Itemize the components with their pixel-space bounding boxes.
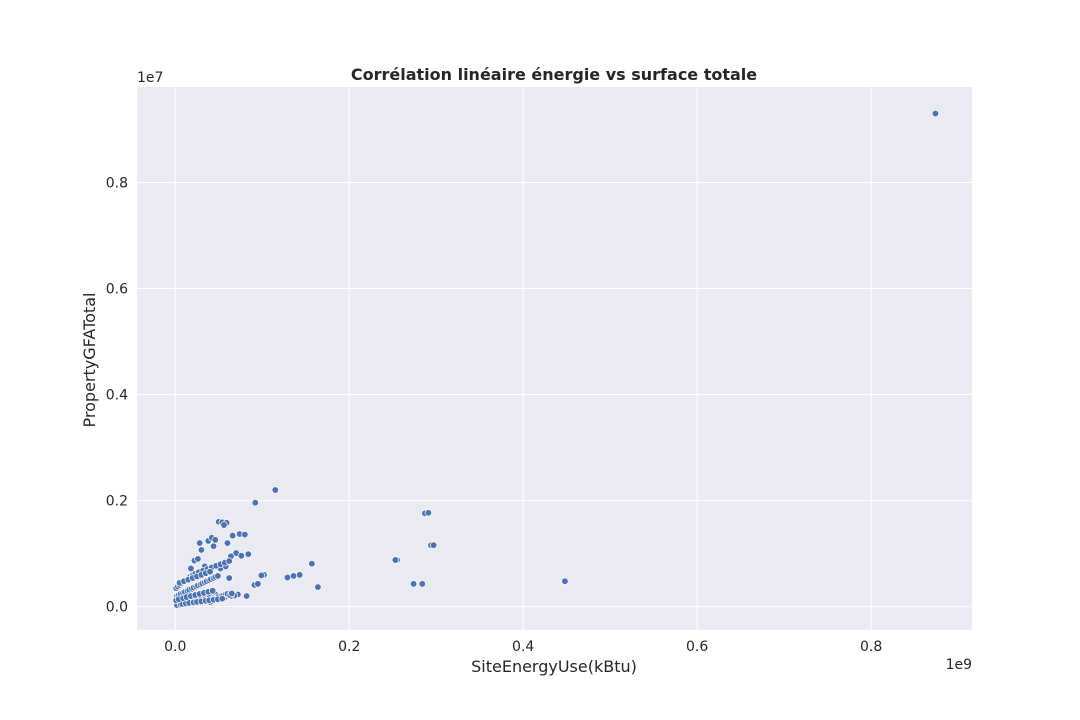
x-tick-label: 0.6 xyxy=(686,639,708,655)
y-tick-labels: 0.0 0.2 0.4 0.6 0.8 xyxy=(106,175,128,615)
data-point xyxy=(195,539,204,547)
data-point xyxy=(223,539,232,547)
data-point xyxy=(254,580,262,588)
x-tick-label: 0.0 xyxy=(164,639,186,655)
data-point xyxy=(209,542,218,550)
y-offset-label: 1e7 xyxy=(137,70,163,86)
data-point xyxy=(214,572,222,580)
data-point xyxy=(194,555,202,563)
chart-title: Corrélation linéaire énergie vs surface … xyxy=(351,65,757,84)
x-tick-label: 0.4 xyxy=(512,639,534,655)
y-tick-label: 0.0 xyxy=(106,600,128,616)
plot-area xyxy=(137,87,972,630)
data-point xyxy=(229,531,237,540)
grid-lines xyxy=(137,87,972,630)
data-point xyxy=(308,560,316,568)
data-point xyxy=(931,109,940,118)
data-point xyxy=(257,571,266,580)
data-point xyxy=(391,556,399,564)
y-tick-label: 0.6 xyxy=(106,282,128,298)
data-point xyxy=(218,595,226,603)
data-points xyxy=(172,109,940,609)
data-point xyxy=(289,572,298,580)
x-tick-labels: 0.0 0.2 0.4 0.6 0.8 xyxy=(164,639,882,655)
x-axis-label: SiteEnergyUse(kBtu) xyxy=(471,657,637,676)
y-axis-label: PropertyGFATotal xyxy=(80,293,99,428)
y-tick-label: 0.4 xyxy=(106,388,128,404)
data-point xyxy=(251,499,259,507)
data-point xyxy=(244,550,252,558)
x-tick-label: 0.2 xyxy=(338,639,360,655)
data-point xyxy=(211,536,219,544)
data-point xyxy=(209,587,217,595)
y-tick-label: 0.8 xyxy=(106,175,128,191)
data-point xyxy=(242,592,251,600)
data-point xyxy=(429,541,438,549)
data-point xyxy=(187,564,195,573)
x-offset-label: 1e9 xyxy=(946,657,972,673)
data-point xyxy=(220,521,228,529)
data-point xyxy=(409,580,418,588)
data-point xyxy=(197,546,206,554)
data-point xyxy=(206,568,214,576)
data-point xyxy=(561,577,569,585)
data-point xyxy=(271,486,279,494)
data-point xyxy=(228,589,236,598)
data-point xyxy=(237,552,246,560)
data-point xyxy=(424,509,433,517)
data-point xyxy=(296,571,304,579)
data-point xyxy=(241,530,249,539)
data-point xyxy=(225,574,233,582)
x-tick-label: 0.8 xyxy=(860,639,882,655)
data-point xyxy=(314,583,322,591)
data-point xyxy=(418,580,426,588)
data-point xyxy=(225,557,233,565)
y-tick-label: 0.2 xyxy=(106,494,128,510)
data-point xyxy=(283,573,292,582)
